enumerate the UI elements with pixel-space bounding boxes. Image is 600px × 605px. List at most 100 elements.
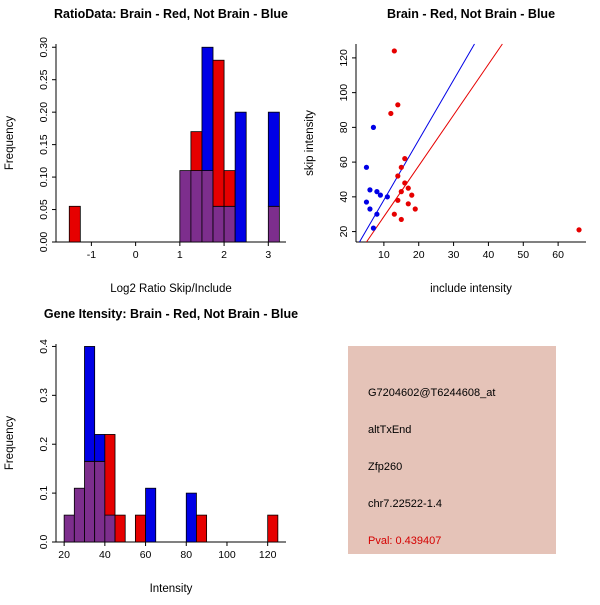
histogram-bar	[134, 514, 146, 543]
series-blue	[363, 124, 390, 231]
locus-text: chr7.22522-1.4	[368, 497, 442, 510]
gene-info-box: G7204602@T6244608_at altTxEnd Zfp260 chr…	[348, 346, 556, 554]
y-tick-label: 0.05	[38, 199, 50, 220]
series-red	[388, 48, 582, 233]
overlap-bar	[212, 205, 225, 243]
data-point	[409, 192, 415, 198]
x-tick-label: 60	[552, 249, 564, 261]
ratio_hist-chart: RatioData: Brain - Red, Not Brain - Blue…	[4, 7, 288, 295]
data-point	[405, 201, 411, 207]
data-point	[367, 206, 373, 212]
overlap-bar	[84, 460, 96, 543]
not-brain-fit-line	[359, 43, 475, 242]
x-tick-label: 30	[448, 249, 460, 261]
x-tick-label: 50	[517, 249, 529, 261]
data-point	[374, 211, 380, 217]
data-point	[398, 189, 404, 195]
data-point	[395, 197, 401, 203]
x-tick-label: 1	[177, 249, 183, 261]
event-type-text: altTxEnd	[368, 423, 412, 436]
y-tick-label: 0.10	[38, 167, 50, 188]
overlap-bar	[201, 170, 214, 243]
intensity_scatter-chart: Brain - Red, Not Brain - Blue include int…	[304, 7, 586, 295]
y-tick-label: 0.4	[38, 339, 50, 354]
y-tick-label: 0.0	[38, 535, 50, 550]
data-point	[412, 206, 418, 212]
data-point	[405, 185, 411, 191]
histogram-bar	[94, 434, 106, 462]
histogram-bar	[267, 111, 280, 207]
panel-gene-histogram: Gene Itensity: Brain - Red, Not Brain - …	[0, 300, 300, 600]
histogram-bar	[223, 170, 236, 207]
x-tick-label: 40	[483, 249, 495, 261]
brain-fit-line	[366, 43, 503, 242]
x-tick-label: 80	[180, 549, 192, 561]
x-tick-label: 0	[133, 249, 139, 261]
histogram-bar	[201, 46, 214, 171]
gene-name-text: Zfp260	[368, 460, 403, 473]
overlap-bar	[267, 205, 280, 243]
x-tick-label: 2	[221, 249, 227, 261]
y-tick-label: 0.2	[38, 437, 50, 452]
data-point	[402, 156, 408, 162]
overlap-bar	[104, 514, 116, 543]
panel-ratio-histogram: RatioData: Brain - Red, Not Brain - Blue…	[0, 0, 300, 300]
histogram-bar	[196, 514, 208, 543]
data-point	[391, 48, 397, 54]
histogram-bar	[104, 434, 116, 516]
data-point	[395, 173, 401, 179]
gene_hist-chart: Gene Itensity: Brain - Red, Not Brain - …	[4, 307, 298, 595]
y-axis-label: Frequency	[4, 116, 16, 171]
x-tick-label: 60	[140, 549, 152, 561]
pval-text: Pval: 0.439407	[368, 534, 442, 547]
x-axis-label: Intensity	[150, 583, 193, 595]
histogram-bar	[234, 111, 247, 243]
x-axis-label: Log2 Ratio Skip/Include	[110, 283, 231, 295]
y-tick-label: 0.20	[38, 102, 50, 123]
histogram-bar	[145, 487, 157, 543]
histogram-bars	[63, 346, 279, 543]
y-tick-label: 120	[338, 49, 350, 67]
y-tick-label: 80	[338, 121, 350, 133]
histogram-bar	[114, 514, 126, 543]
y-tick-label: 0.15	[38, 134, 50, 155]
data-point	[398, 164, 404, 170]
histogram-bar	[212, 59, 225, 207]
y-tick-label: 60	[338, 156, 350, 168]
data-point	[363, 199, 370, 205]
y-tick-label: 40	[338, 191, 350, 203]
overlap-bar	[94, 460, 106, 543]
data-point	[576, 227, 582, 233]
y-tick-label: 20	[338, 226, 350, 238]
axes	[55, 44, 286, 243]
histogram-bar	[267, 514, 279, 543]
y-tick-label: 0.00	[38, 232, 50, 253]
panel-gene-info: G7204602@T6244608_at altTxEnd Zfp260 chr…	[300, 300, 600, 600]
x-tick-label: 20	[413, 249, 425, 261]
histogram-bar	[68, 205, 81, 243]
overlap-bar	[223, 205, 236, 243]
histogram-bar	[185, 492, 197, 543]
data-point	[384, 194, 390, 200]
data-point	[377, 192, 383, 198]
data-point	[367, 187, 373, 193]
overlap-bar	[190, 170, 203, 243]
y-tick-label: 0.30	[38, 37, 50, 58]
histogram-bar	[190, 131, 203, 171]
data-point	[395, 102, 401, 108]
x-tick-label: 40	[99, 549, 111, 561]
data-point	[370, 225, 377, 231]
x-tick-label: 10	[378, 249, 390, 261]
x-tick-label: 3	[265, 249, 271, 261]
y-axis-label: skip intensity	[304, 110, 316, 176]
chart-title: RatioData: Brain - Red, Not Brain - Blue	[54, 7, 288, 21]
data-point	[363, 164, 370, 170]
probe-id-text: G7204602@T6244608_at	[368, 386, 496, 399]
x-axis-label: include intensity	[430, 283, 512, 295]
y-tick-label: 100	[338, 84, 350, 102]
x-tick-label: 120	[259, 549, 277, 561]
axes	[355, 44, 586, 243]
y-axis-label: Frequency	[4, 416, 16, 471]
data-point	[388, 110, 394, 117]
